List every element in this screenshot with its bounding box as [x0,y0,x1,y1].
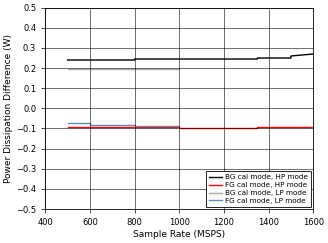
Y-axis label: Power Dissipation Difference (W): Power Dissipation Difference (W) [4,34,13,183]
BG cal mode, HP mode [133,59,136,61]
X-axis label: Sample Rate (MSPS): Sample Rate (MSPS) [133,230,225,239]
FG cal mode, HP mode [256,126,259,129]
BG cal mode, HP mode [66,59,70,61]
Line: FG cal mode, LP mode: FG cal mode, LP mode [68,123,179,126]
FG cal mode, HP mode [256,127,259,130]
BG cal mode, LP mode [177,68,181,70]
BG cal mode, HP mode [177,58,181,61]
FG cal mode, LP mode [88,122,92,125]
BG cal mode, HP mode [177,58,181,61]
BG cal mode, HP mode [256,58,259,61]
BG cal mode, LP mode [177,68,181,70]
FG cal mode, LP mode [133,125,136,128]
FG cal mode, LP mode [177,125,181,128]
Line: BG cal mode, HP mode: BG cal mode, HP mode [68,54,313,60]
FG cal mode, LP mode [88,124,92,127]
BG cal mode, HP mode [289,57,293,60]
BG cal mode, HP mode [133,58,136,61]
Legend: BG cal mode, HP mode, FG cal mode, HP mode, BG cal mode, LP mode, FG cal mode, L: BG cal mode, HP mode, FG cal mode, HP mo… [206,172,311,207]
BG cal mode, LP mode [133,68,136,70]
Line: FG cal mode, HP mode: FG cal mode, HP mode [68,128,313,129]
FG cal mode, HP mode [289,126,293,129]
BG cal mode, HP mode [256,57,259,60]
FG cal mode, HP mode [311,126,315,129]
FG cal mode, LP mode [177,125,181,128]
FG cal mode, LP mode [66,122,70,125]
FG cal mode, LP mode [133,124,136,127]
BG cal mode, LP mode [66,68,70,70]
BG cal mode, HP mode [289,54,293,57]
BG cal mode, LP mode [133,68,136,70]
FG cal mode, HP mode [177,127,181,130]
BG cal mode, HP mode [311,52,315,55]
FG cal mode, HP mode [289,126,293,129]
FG cal mode, HP mode [177,126,181,129]
FG cal mode, HP mode [66,126,70,129]
